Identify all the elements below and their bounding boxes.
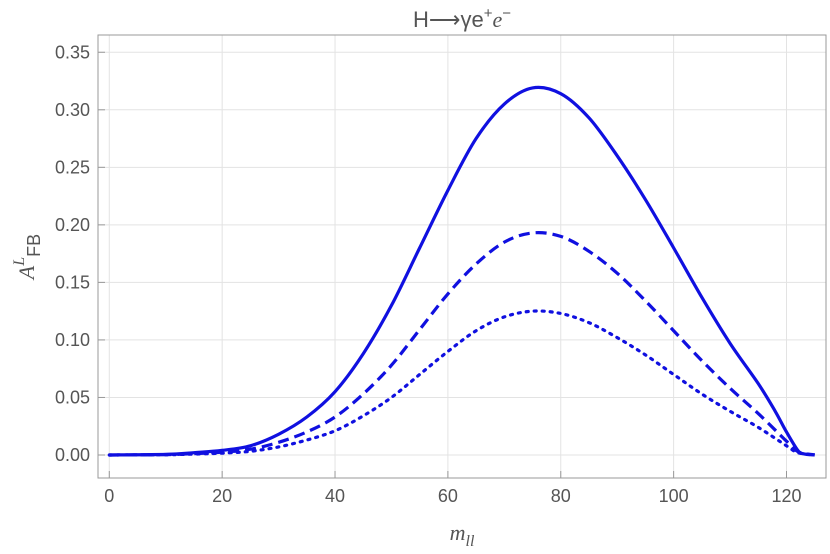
y-tick-label: 0.25: [55, 157, 90, 177]
y-tick-label: 0.05: [55, 387, 90, 407]
y-tick-label: 0.00: [55, 445, 90, 465]
x-tick-label: 60: [438, 486, 458, 506]
y-tick-label: 0.35: [55, 42, 90, 62]
x-axis-title: mll: [450, 520, 475, 550]
series-line-solid: [109, 85, 815, 457]
x-tick-label: 40: [325, 486, 345, 506]
y-tick-label: 0.30: [55, 100, 90, 120]
series-line-dashed: [109, 231, 816, 457]
plot-frame: [97, 34, 827, 479]
chart-title: H⟶γe+e−: [413, 5, 511, 32]
y-axis-title-wrap: ALFB: [11, 234, 44, 281]
y-axis-title: ALFB: [11, 234, 44, 281]
grid: [98, 35, 826, 478]
ticks: 0 20 40 60 80 100 120 0.00 0.05 0.10 0.15 0.20 0.25 0…: [55, 42, 802, 506]
y-tick-label: 0.15: [55, 272, 90, 292]
y-tick-label: 0.10: [55, 330, 90, 350]
x-tick-label: 0: [104, 486, 114, 506]
series: [107, 85, 817, 457]
y-tick-label: 0.20: [55, 215, 90, 235]
x-tick-label: 20: [212, 486, 232, 506]
series-line-dotted: [107, 309, 817, 457]
x-tick-label: 80: [551, 486, 571, 506]
x-tick-label: 100: [659, 486, 689, 506]
x-tick-label: 120: [771, 486, 801, 506]
